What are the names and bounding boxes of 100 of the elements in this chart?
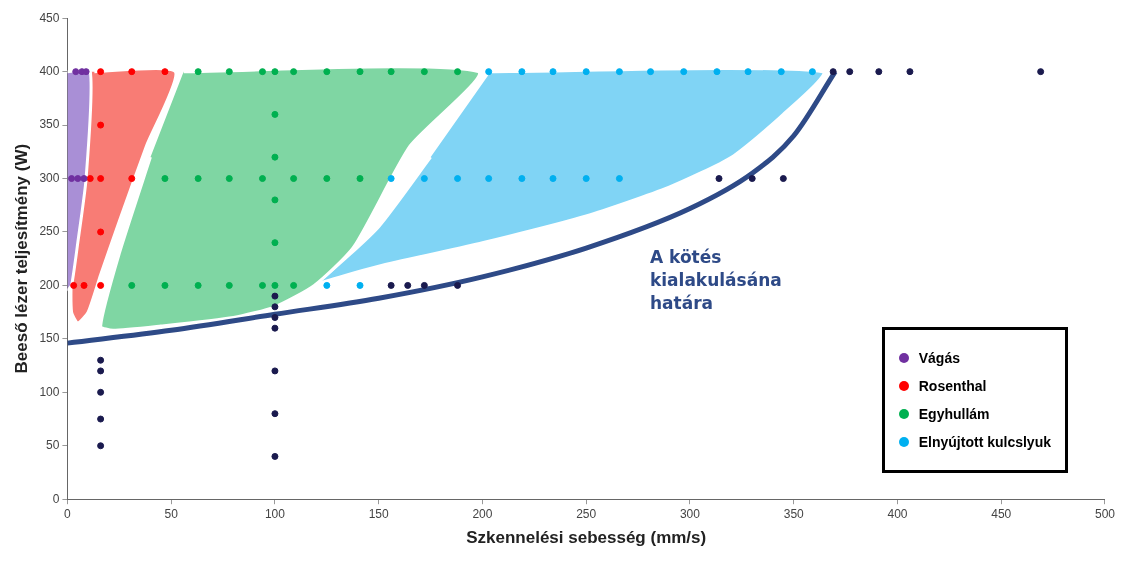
point bbox=[290, 281, 298, 289]
point bbox=[454, 175, 462, 183]
point bbox=[194, 68, 202, 76]
point bbox=[748, 175, 756, 183]
point bbox=[582, 68, 590, 76]
point bbox=[86, 175, 94, 183]
point bbox=[271, 153, 279, 161]
point bbox=[356, 68, 364, 76]
point bbox=[290, 68, 298, 76]
point bbox=[1037, 68, 1045, 76]
legend-label: Rosenthal bbox=[918, 378, 987, 394]
point bbox=[454, 281, 462, 289]
x-tick-label: 0 bbox=[64, 506, 72, 521]
point bbox=[72, 68, 80, 76]
point bbox=[80, 281, 88, 289]
legend-label: Egyhullám bbox=[918, 406, 990, 422]
point bbox=[161, 175, 169, 183]
point bbox=[128, 68, 136, 76]
x-tick-label: 200 bbox=[472, 506, 493, 521]
point bbox=[549, 68, 557, 76]
point bbox=[225, 281, 233, 289]
y-tick-label: 250 bbox=[39, 224, 60, 239]
point bbox=[70, 281, 78, 289]
y-tick-label: 100 bbox=[39, 384, 60, 399]
legend-label: Elnyújtott kulcslyuk bbox=[918, 434, 1051, 450]
point bbox=[290, 175, 298, 183]
point bbox=[615, 175, 623, 183]
point bbox=[387, 281, 395, 289]
point bbox=[68, 175, 76, 183]
point bbox=[97, 121, 105, 129]
x-tick-label: 350 bbox=[783, 506, 805, 521]
x-axis-title: Szkennelési sebesség (mm/s) bbox=[466, 528, 707, 548]
point bbox=[713, 68, 721, 76]
point bbox=[356, 175, 364, 183]
point bbox=[97, 367, 105, 375]
point bbox=[808, 68, 816, 76]
point bbox=[258, 68, 266, 76]
point bbox=[906, 68, 914, 76]
point bbox=[829, 68, 837, 76]
legend-label: Vágás bbox=[918, 350, 960, 366]
point bbox=[420, 68, 428, 76]
point bbox=[271, 324, 279, 332]
point bbox=[225, 68, 233, 76]
point bbox=[97, 442, 105, 450]
point bbox=[194, 281, 202, 289]
x-tick-label: 400 bbox=[887, 506, 908, 521]
point bbox=[225, 175, 233, 183]
point bbox=[271, 313, 279, 321]
point bbox=[161, 68, 169, 76]
point bbox=[271, 239, 279, 247]
point bbox=[680, 68, 688, 76]
series-label: A kötés kialakulásána határa bbox=[649, 247, 782, 314]
point bbox=[485, 68, 493, 76]
x-tick-label: 250 bbox=[576, 506, 597, 521]
point bbox=[582, 175, 590, 183]
point bbox=[97, 175, 105, 183]
point bbox=[128, 175, 136, 183]
point bbox=[258, 175, 266, 183]
point bbox=[387, 68, 395, 76]
y-tick-label: 300 bbox=[39, 170, 60, 185]
point bbox=[74, 175, 82, 183]
x-tick-label: 50 bbox=[164, 506, 179, 521]
point bbox=[97, 281, 105, 289]
y-tick-label: 400 bbox=[39, 63, 60, 78]
point bbox=[404, 281, 412, 289]
point bbox=[323, 175, 331, 183]
point bbox=[779, 175, 787, 183]
x-tick-label: 100 bbox=[264, 506, 286, 521]
point bbox=[518, 175, 526, 183]
point bbox=[271, 452, 279, 460]
x-tick-label: 300 bbox=[679, 506, 701, 521]
point bbox=[647, 68, 655, 76]
point bbox=[356, 281, 364, 289]
point bbox=[615, 68, 623, 76]
x-tick-label: 500 bbox=[1094, 506, 1116, 521]
point bbox=[161, 281, 169, 289]
point bbox=[271, 196, 279, 204]
point bbox=[777, 68, 785, 76]
point bbox=[194, 175, 202, 183]
y-tick-label: 450 bbox=[39, 10, 60, 25]
point bbox=[549, 175, 557, 183]
point bbox=[97, 415, 105, 423]
point bbox=[454, 68, 462, 76]
x-tick-label: 150 bbox=[368, 506, 390, 521]
point bbox=[128, 281, 136, 289]
point bbox=[846, 68, 854, 76]
point bbox=[485, 175, 493, 183]
y-tick-label: 150 bbox=[39, 331, 60, 346]
point bbox=[80, 175, 88, 183]
point bbox=[744, 68, 752, 76]
y-tick-label: 50 bbox=[46, 438, 60, 453]
point bbox=[420, 175, 428, 183]
y-tick-label: 200 bbox=[39, 277, 60, 292]
point bbox=[271, 110, 279, 118]
point bbox=[271, 410, 279, 418]
point bbox=[323, 68, 331, 76]
point bbox=[271, 367, 279, 375]
point bbox=[715, 175, 723, 183]
point bbox=[420, 281, 428, 289]
point bbox=[97, 68, 105, 76]
